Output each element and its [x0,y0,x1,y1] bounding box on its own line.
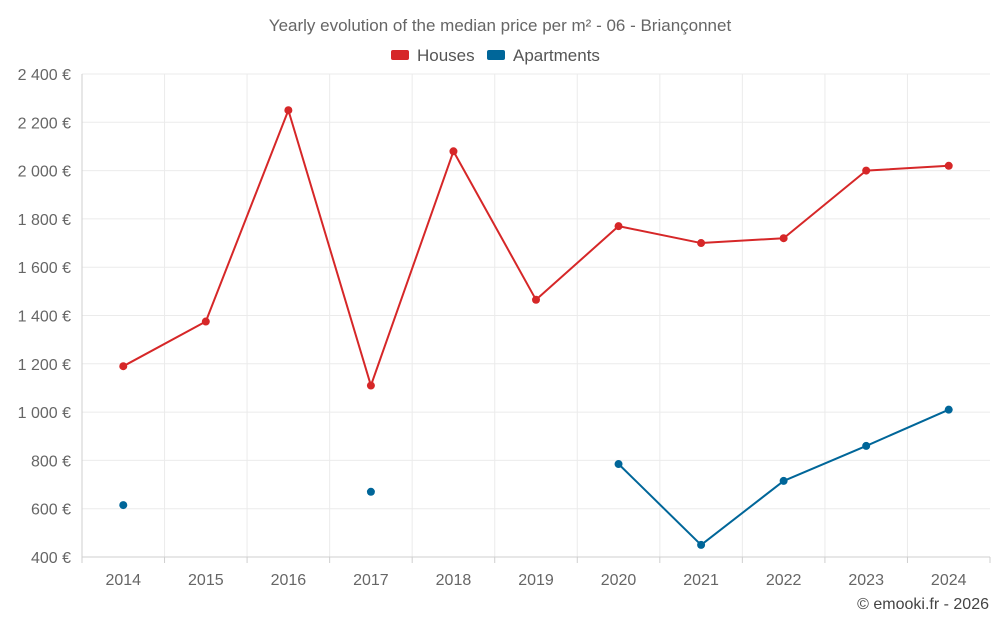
series-houses [119,106,953,390]
x-tick-label: 2020 [601,572,637,589]
plot-series [119,106,953,549]
legend-item-houses[interactable]: Houses [391,46,475,65]
y-tick-label: 2 000 € [18,164,71,181]
x-tick-label: 2024 [931,572,967,589]
x-axis: 2014 2015 2016 2017 2018 2019 2020 2021 2022 2023… [81,556,991,589]
data-point-houses[interactable] [366,381,375,390]
y-tick-label: 1 200 € [18,357,71,374]
data-point-houses[interactable] [449,147,458,156]
y-tick-label: 1 000 € [18,405,71,422]
y-tick-label: 1 600 € [18,260,71,277]
y-tick-label: 800 € [31,453,71,470]
y-tick-label: 1 800 € [18,212,71,229]
y-tick-label: 400 € [31,550,71,567]
x-tick-label: 2017 [353,572,389,589]
x-tick-label: 2021 [683,572,719,589]
y-tick-label: 2 200 € [18,115,71,132]
data-point-houses[interactable] [614,222,623,231]
data-point-houses[interactable] [862,166,871,175]
data-point-apartments[interactable] [944,405,953,414]
data-point-houses[interactable] [532,295,540,304]
grid [82,73,990,557]
legend-label-apartments: Apartments [513,46,600,65]
data-point-apartments[interactable] [119,501,128,510]
data-point-houses[interactable] [779,234,788,243]
data-point-apartments[interactable] [862,441,871,450]
x-tick-label: 2022 [766,572,802,589]
legend-swatch-apartments [487,50,505,60]
data-point-houses[interactable] [284,106,293,115]
x-tick-label: 2019 [518,572,554,589]
data-point-apartments[interactable] [366,487,375,496]
chart-title: Yearly evolution of the median price per… [269,16,732,35]
legend-swatch-houses [391,50,409,60]
data-point-houses[interactable] [697,239,706,248]
y-tick-label: 2 400 € [18,67,71,84]
x-tick-label: 2018 [436,572,472,589]
data-point-houses[interactable] [201,317,210,326]
x-tick-label: 2016 [271,572,307,589]
data-point-apartments[interactable] [779,476,788,485]
y-axis: 400 € 600 € 800 € 1 000 € 1 200 € 1 400 € 1 60… [18,67,83,567]
data-point-apartments[interactable] [697,540,706,549]
series-apartments [119,405,953,549]
x-tick-label: 2014 [105,572,141,589]
x-tick-label: 2023 [848,572,884,589]
legend[interactable]: Houses Apartments [391,46,600,65]
data-point-houses[interactable] [944,161,953,170]
legend-item-apartments[interactable]: Apartments [487,46,600,65]
x-tick-label: 2015 [188,572,224,589]
legend-label-houses: Houses [417,46,475,65]
y-tick-label: 600 € [31,502,71,519]
data-point-houses[interactable] [119,362,128,371]
data-point-apartments[interactable] [614,460,623,469]
credit-text: © emooki.fr - 2026 [857,596,989,613]
y-tick-label: 1 400 € [18,309,71,326]
